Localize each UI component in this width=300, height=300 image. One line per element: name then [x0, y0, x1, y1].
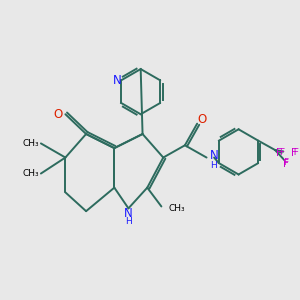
- Text: F: F: [276, 148, 282, 158]
- Text: O: O: [53, 108, 62, 121]
- Text: H: H: [125, 217, 132, 226]
- Text: F: F: [283, 158, 288, 167]
- Text: F   F: F F: [280, 148, 298, 157]
- Text: N: N: [124, 207, 133, 220]
- Text: N: N: [113, 74, 122, 87]
- Text: H: H: [210, 160, 217, 169]
- Text: CH₃: CH₃: [22, 169, 39, 178]
- Text: O: O: [197, 113, 206, 126]
- Text: N: N: [210, 149, 219, 162]
- Text: CH₃: CH₃: [22, 139, 39, 148]
- Text: F: F: [284, 159, 289, 169]
- Text: CH₃: CH₃: [169, 204, 185, 213]
- Text: F: F: [291, 148, 297, 158]
